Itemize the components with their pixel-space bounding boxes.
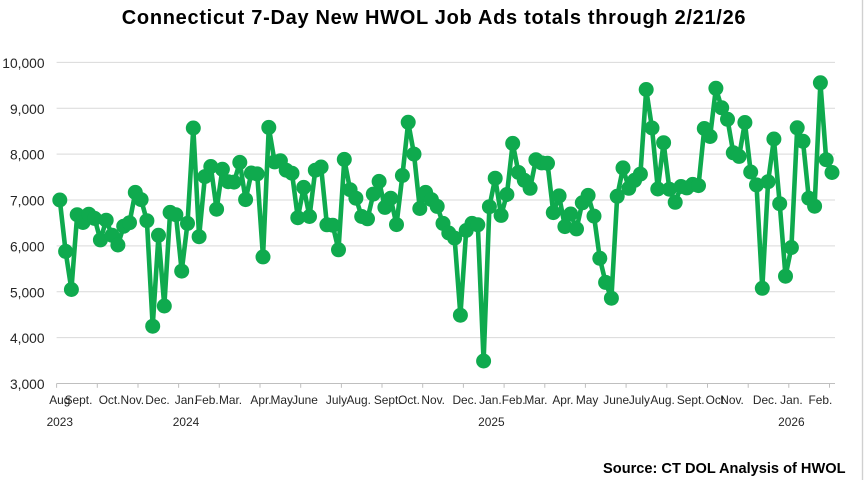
- svg-text:May: May: [576, 393, 599, 407]
- svg-text:5,000: 5,000: [10, 285, 45, 300]
- svg-text:Aug.: Aug.: [346, 393, 370, 407]
- svg-text:9,000: 9,000: [10, 102, 45, 117]
- svg-text:Sept.: Sept.: [65, 393, 93, 407]
- svg-text:Apr.: Apr.: [552, 393, 573, 407]
- svg-text:Apr.: Apr.: [250, 393, 271, 407]
- svg-text:Nov.: Nov.: [720, 393, 744, 407]
- svg-text:Aug.: Aug.: [650, 393, 674, 407]
- svg-text:July: July: [629, 393, 650, 407]
- svg-text:2025: 2025: [478, 415, 505, 429]
- svg-text:Oct.: Oct.: [99, 393, 121, 407]
- svg-text:8,000: 8,000: [10, 148, 45, 163]
- svg-text:Feb.: Feb.: [195, 393, 219, 407]
- svg-text:Mar.: Mar.: [219, 393, 242, 407]
- svg-text:3,000: 3,000: [10, 377, 45, 392]
- svg-text:Jan.: Jan.: [479, 393, 501, 407]
- svg-text:6,000: 6,000: [10, 239, 45, 254]
- svg-text:Oct.: Oct.: [398, 393, 420, 407]
- svg-text:Aug: Aug: [49, 393, 70, 407]
- svg-text:2023: 2023: [47, 415, 74, 429]
- svg-text:Dec.: Dec.: [452, 393, 476, 407]
- svg-text:June: June: [603, 393, 629, 407]
- svg-text:May: May: [270, 393, 293, 407]
- svg-text:Sept.: Sept.: [677, 393, 705, 407]
- svg-text:Feb.: Feb.: [502, 393, 526, 407]
- svg-text:Nov.: Nov.: [421, 393, 445, 407]
- svg-text:Dec.: Dec.: [753, 393, 777, 407]
- svg-text:Source: CT DOL Analysis of HWO: Source: CT DOL Analysis of HWOL: [603, 461, 846, 477]
- svg-text:Jan.: Jan.: [175, 393, 197, 407]
- svg-text:Oct: Oct: [706, 393, 725, 407]
- svg-text:10,000: 10,000: [2, 56, 45, 71]
- svg-text:July: July: [326, 393, 347, 407]
- svg-text:2026: 2026: [778, 415, 805, 429]
- svg-text:2024: 2024: [173, 415, 200, 429]
- svg-text:4,000: 4,000: [10, 331, 45, 346]
- svg-text:Connecticut 7-Day New HWOL Job: Connecticut 7-Day New HWOL Job Ads total…: [122, 7, 746, 29]
- svg-text:Sept.: Sept.: [374, 393, 402, 407]
- svg-text:June: June: [292, 393, 318, 407]
- svg-text:Jan.: Jan.: [780, 393, 802, 407]
- svg-text:Mar.: Mar.: [524, 393, 547, 407]
- svg-text:Nov.: Nov.: [121, 393, 145, 407]
- svg-text:Feb.: Feb.: [809, 393, 833, 407]
- svg-text:Dec.: Dec.: [145, 393, 169, 407]
- svg-text:7,000: 7,000: [10, 194, 45, 209]
